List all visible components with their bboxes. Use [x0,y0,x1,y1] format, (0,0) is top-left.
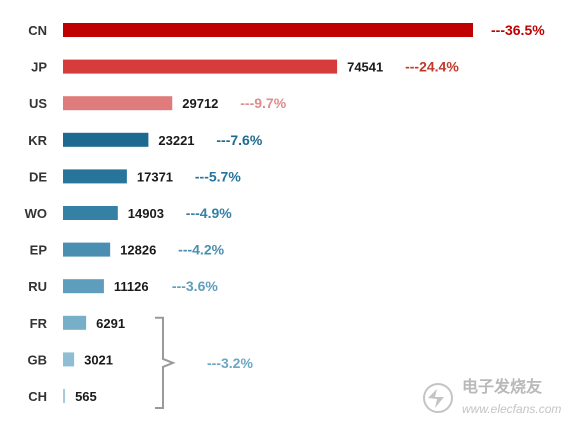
value-label-fr: 6291 [96,316,125,331]
share-label-ep: ---4.2% [178,242,224,258]
share-label-wo: ---4.9% [186,205,232,221]
share-label-kr: ---7.6% [216,132,262,148]
category-label-cn: CN [28,23,47,38]
share-label-us: ---9.7% [240,95,286,111]
group-bracket: ---3.2% [155,316,253,409]
category-label-us: US [29,96,47,111]
value-label-jp: 74541 [347,60,383,75]
value-label-de: 17371 [137,169,173,184]
value-label-ep: 12826 [120,243,156,258]
value-label-wo: 14903 [128,206,164,221]
watermark-logo: 电子发烧友 www.elecfans.com [423,377,561,416]
category-label-gb: GB [28,352,48,367]
bar-wo [63,206,118,220]
bar-de [63,169,127,184]
group-share-label: ---3.2% [207,355,253,371]
share-label-jp: ---24.4% [405,59,459,75]
value-label-kr: 23221 [158,133,194,148]
bar-ep [63,242,111,257]
category-label-ch: CH [28,389,47,404]
labels-layer: CN ---36.5% JP 74541 ---24.4% US 29712 ---9.7% K… [25,22,546,404]
value-label-ru: 11126 [114,279,149,294]
watermark-url: www.elecfans.com [462,402,561,416]
bars-layer [63,23,473,403]
category-label-ru: RU [28,279,47,294]
bracket-line [155,316,176,409]
bar-cn [63,23,473,37]
bar-gb [63,352,75,367]
bar-kr [63,132,149,147]
bar-ch [63,389,66,403]
logo-bolt-icon [428,389,444,408]
category-label-jp: JP [31,60,47,75]
value-label-us: 29712 [182,96,218,111]
watermark-title: 电子发烧友 [462,377,543,396]
category-label-fr: FR [30,316,48,331]
category-label-kr: KR [28,133,47,148]
category-label-wo: WO [25,206,47,221]
share-label-de: ---5.7% [195,168,241,184]
bar-fr [63,315,87,330]
bar-ru [63,279,104,294]
share-label-cn: ---36.5% [491,22,545,38]
value-label-ch: 565 [75,389,97,404]
category-label-ep: EP [30,243,48,258]
value-label-gb: 3021 [84,352,113,367]
logo-circle-icon [423,383,453,413]
bar-us [63,96,173,111]
category-label-de: DE [29,169,47,184]
share-label-ru: ---3.6% [172,278,218,294]
bar-jp [63,59,338,74]
